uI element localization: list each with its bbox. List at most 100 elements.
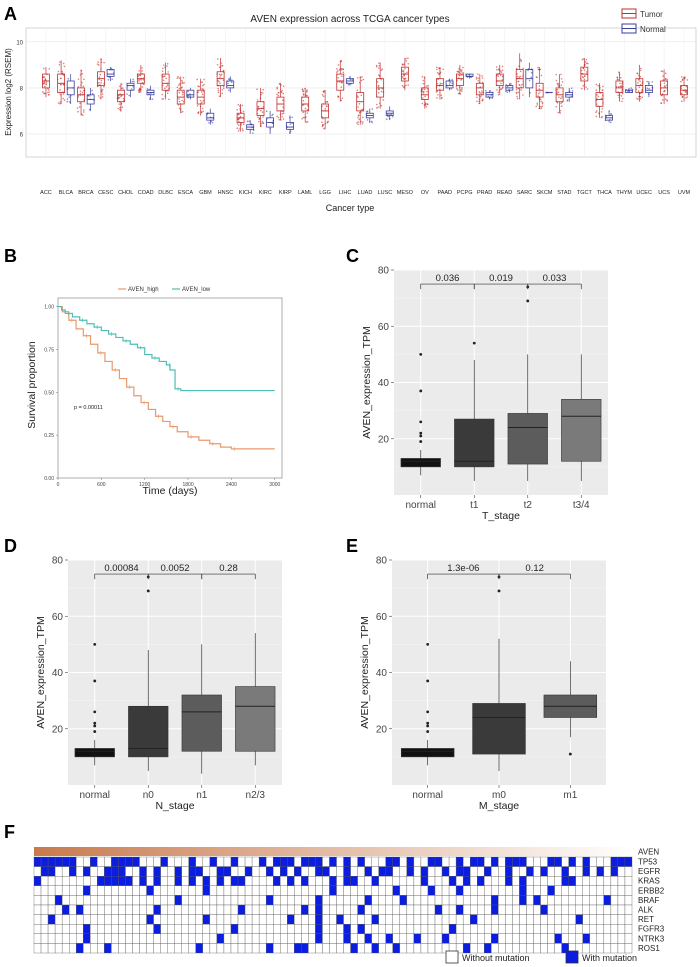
jitter-point — [100, 79, 103, 82]
wildtype-cell — [308, 885, 316, 896]
wildtype-cell — [610, 924, 619, 934]
jitter-point — [96, 63, 99, 65]
jitter-point — [78, 106, 81, 108]
jitter-point — [177, 75, 179, 78]
wildtype-cell — [512, 876, 520, 886]
mutation-cell — [491, 933, 499, 944]
jitter-point — [111, 78, 113, 80]
mutation-cell — [160, 856, 168, 867]
box — [181, 694, 222, 752]
jitter-point — [59, 83, 62, 86]
wildtype-cell — [244, 904, 253, 915]
jitter-point — [227, 78, 230, 80]
gene-label: ROS1 — [638, 944, 660, 953]
x-tick-label: 3000 — [269, 482, 280, 488]
mutation-cell — [547, 856, 555, 867]
jitter-point — [208, 122, 210, 124]
wildtype-cell — [336, 856, 344, 867]
jitter-point — [118, 96, 121, 99]
jitter-point — [282, 112, 285, 115]
wildtype-cell — [322, 856, 330, 867]
wildtype-cell — [33, 933, 42, 944]
wildtype-cell — [265, 885, 274, 896]
wildtype-cell — [589, 856, 597, 867]
mutation-cell — [512, 856, 520, 867]
jitter-point — [357, 106, 359, 108]
wildtype-cell — [33, 924, 42, 934]
jitter-point — [83, 78, 85, 81]
jitter-point — [481, 75, 483, 77]
wildtype-cell — [484, 895, 492, 906]
wildtype-cell — [111, 943, 119, 954]
p-value-label: 0.033 — [543, 273, 567, 284]
jitter-point — [120, 95, 122, 98]
jitter-point — [557, 91, 560, 94]
jitter-point — [161, 98, 164, 100]
jitter-point — [461, 87, 463, 89]
jitter-point — [197, 85, 199, 87]
wildtype-cell — [477, 895, 485, 906]
wildtype-cell — [434, 943, 443, 954]
jitter-point — [305, 91, 308, 93]
jitter-point — [82, 114, 84, 116]
mutation-cell — [83, 924, 91, 934]
jitter-point — [200, 91, 203, 93]
jitter-point — [238, 128, 241, 130]
wildtype-cell — [512, 866, 520, 877]
jitter-point — [516, 95, 518, 98]
jitter-point — [530, 71, 533, 74]
wildtype-cell — [364, 885, 372, 896]
x-tick-label: GBM — [199, 190, 212, 196]
wildtype-cell — [97, 866, 105, 877]
jitter-point — [276, 88, 278, 90]
x-axis-label: N_stage — [155, 800, 194, 812]
jitter-point — [537, 95, 539, 97]
wildtype-cell — [505, 914, 513, 925]
mutation-cell — [343, 866, 351, 877]
jitter-point — [477, 77, 480, 80]
mutation-cell — [40, 866, 49, 877]
mutation-cell — [33, 856, 42, 867]
wildtype-cell — [434, 914, 443, 925]
jitter-point — [491, 97, 494, 100]
jitter-point — [256, 88, 258, 91]
wildtype-cell — [575, 856, 583, 867]
wildtype-cell — [118, 924, 126, 934]
wildtype-cell — [519, 943, 527, 954]
x-tick-label: DLBC — [158, 190, 173, 196]
wildtype-cell — [216, 924, 225, 934]
wildtype-cell — [90, 924, 98, 934]
wildtype-cell — [188, 933, 196, 944]
wildtype-cell — [54, 885, 63, 896]
wildtype-cell — [167, 924, 175, 934]
jitter-point — [555, 73, 557, 76]
wildtype-cell — [273, 924, 281, 934]
jitter-point — [248, 120, 250, 123]
jitter-point — [556, 83, 559, 85]
wildtype-cell — [624, 904, 633, 915]
wildtype-cell — [160, 876, 168, 886]
jitter-point — [596, 94, 598, 96]
wildtype-cell — [547, 943, 555, 954]
jitter-point — [196, 104, 199, 107]
wildtype-cell — [385, 876, 393, 886]
wildtype-cell — [343, 904, 351, 915]
wildtype-cell — [329, 904, 337, 915]
wildtype-cell — [76, 856, 84, 867]
wildtype-cell — [617, 876, 626, 886]
wildtype-cell — [146, 924, 154, 934]
wildtype-cell — [230, 885, 239, 896]
jitter-point — [258, 120, 260, 123]
mutation-cell — [315, 914, 323, 925]
jitter-point — [601, 108, 603, 110]
mutation-cell — [427, 856, 436, 867]
jitter-point — [621, 92, 624, 95]
wildtype-cell — [167, 904, 175, 915]
jitter-point — [219, 82, 221, 84]
wildtype-cell — [188, 924, 196, 934]
wildtype-cell — [139, 933, 147, 944]
wildtype-cell — [413, 866, 422, 877]
mutation-cell — [54, 856, 63, 867]
x-axis-label: M_stage — [479, 800, 519, 812]
wildtype-cell — [294, 885, 302, 896]
